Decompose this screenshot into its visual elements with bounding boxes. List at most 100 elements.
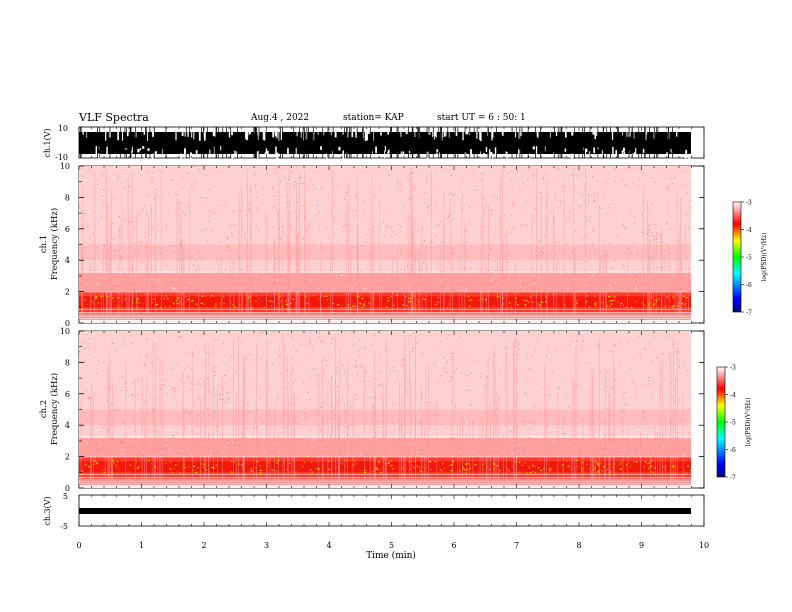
ch2-spectrogram-speckle <box>167 372 168 374</box>
ch1-waveform-gap <box>532 146 535 150</box>
ch2-spectrogram-speckle <box>100 425 101 427</box>
ch1-spectrogram-speckle <box>491 182 493 184</box>
ch2-spectrogram-hotspot <box>288 462 291 464</box>
ch1-spectrogram-hotspot <box>359 302 362 304</box>
ch2-spectrogram-speckle <box>379 353 381 355</box>
ch2-spectrogram-impulse <box>546 400 547 481</box>
ch2-spectrogram-hotspot <box>385 469 387 471</box>
ch2-spectrogram-speckle <box>589 444 591 445</box>
ch2-spectrogram-impulse <box>154 409 155 481</box>
ch2-spectrogram-impulse <box>514 338 515 481</box>
ch1-spectrogram-speckle <box>282 226 284 228</box>
ch2-spectrogram-hotspot <box>625 463 627 465</box>
ch1-spectrogram-speckle <box>307 171 309 173</box>
ch1-spectrogram-speckle <box>550 254 551 256</box>
ch2-spectrogram-speckle <box>227 440 229 442</box>
ch1-spectrogram-speckle <box>298 217 299 219</box>
ch2-spectrogram-speckle <box>545 352 546 354</box>
ch2-spectrogram-speckle <box>278 331 279 333</box>
ch2-spectrogram-speckle <box>84 347 86 349</box>
ch1-spectrogram-speckle <box>146 247 147 249</box>
ch2-spectrogram-speckle <box>604 421 605 423</box>
ch1-spectrogram-speckle <box>400 269 402 270</box>
ch2-spectrogram-speckle <box>143 402 145 404</box>
ch1-spectrogram-speckle <box>273 195 275 197</box>
ch2-spectrogram-speckle <box>683 365 684 367</box>
ch1-spectrogram-speckle <box>447 269 449 271</box>
ch1-spectrogram-speckle <box>230 226 232 228</box>
ch1-spectrogram-speckle <box>645 170 647 172</box>
ch2-spectrogram-speckle <box>152 410 153 412</box>
ch1-spectrogram-speckle <box>258 176 260 178</box>
ch2-spectrogram-impulse <box>659 359 661 481</box>
ch1-spectrogram-impulse <box>247 170 248 316</box>
ch2-spectrogram-speckle <box>223 380 225 382</box>
ch2-spectrogram-speckle <box>381 384 382 386</box>
ch1-spectrogram-hotspot <box>337 304 340 306</box>
ch1-spectrogram-speckle <box>610 287 612 289</box>
ch2-spectrogram-speckle <box>86 419 88 420</box>
ch1-spectrogram-speckle <box>655 223 657 225</box>
ch1-spectrogram-speckle <box>565 217 567 219</box>
ch2-spectrogram-speckle <box>576 375 578 377</box>
ch1-spectrogram-speckle <box>509 232 511 234</box>
ch1-spectrogram-speckle <box>614 282 616 284</box>
ch1-spectrogram-speckle <box>286 171 288 173</box>
ch1-spectrogram-speckle <box>559 242 561 243</box>
ch2-spectrogram-speckle <box>678 373 680 374</box>
ch1-spectrogram-speckle <box>103 205 105 207</box>
ch2-spectrogram-speckle <box>545 423 547 425</box>
ch1-spectrogram-speckle <box>368 214 369 216</box>
ch2-spectrogram-speckle <box>128 384 129 386</box>
ch2-spectrogram-speckle <box>180 336 182 337</box>
ch1-spectrogram-speckle <box>260 275 262 276</box>
ch1-spectrogram-hotspot <box>480 297 482 299</box>
ch2-spectrogram-speckle <box>613 346 615 348</box>
ch2-spectrogram-speckle <box>495 377 497 379</box>
ch1-spectrogram-speckle <box>551 198 553 199</box>
ch1-spectrogram-speckle <box>173 288 175 289</box>
ch2-spectrogram-speckle <box>344 371 346 373</box>
ch2-spectrogram-speckle <box>217 339 219 341</box>
ch1-spectrogram-speckle <box>112 222 114 224</box>
ch2-spectrogram-speckle <box>305 413 307 415</box>
ch1-spectrogram-speckle <box>434 235 436 237</box>
ch2-spectrogram-speckle <box>154 429 156 431</box>
ch1-spectrogram-impulse <box>556 262 558 316</box>
ch2-spectrogram-hotspot <box>345 465 347 467</box>
ch2-spectrogram-speckle <box>124 340 126 342</box>
ch1-spectrogram-hotspot <box>206 306 208 309</box>
ch1-spectrogram-speckle <box>170 244 172 246</box>
ch2-spectrogram-impulse <box>93 392 94 481</box>
ch1-spectrogram-speckle <box>540 255 541 256</box>
ch1-spectrogram-speckle <box>321 178 323 180</box>
ch1-spectrogram-speckle <box>451 175 453 177</box>
ch1-waveform-spike <box>149 127 151 158</box>
ch1-spectrogram-speckle <box>657 233 658 235</box>
ch1-waveform-gap <box>633 132 635 139</box>
ch1-waveform-gap <box>480 151 482 158</box>
ch1-spectrogram-speckle <box>148 207 149 209</box>
ch2-spectrogram-speckle <box>155 397 157 399</box>
ch2-spectrogram-speckle <box>672 396 673 398</box>
ch1-spectrogram-speckle <box>180 243 182 245</box>
ch2-spectrogram-speckle <box>190 368 192 370</box>
ch1-spectrogram-speckle <box>500 251 502 253</box>
ch1-waveform-spike <box>473 127 475 158</box>
ch1-spectrogram-speckle <box>453 218 455 220</box>
ch1-spectrogram-speckle <box>240 213 242 214</box>
ch1-spectrogram-hotspot <box>620 305 622 307</box>
ch2-spectrogram-speckle <box>145 412 147 414</box>
ch1-spectrogram-speckle <box>465 288 467 290</box>
ch1-waveform-gap <box>549 132 551 138</box>
ch1-spectrogram-hotspot <box>485 299 487 301</box>
ch2-spectrogram-speckle <box>458 332 460 333</box>
ch1-spectrogram-speckle <box>528 281 529 283</box>
ch2-spectrogram-speckle <box>519 444 521 445</box>
ch2-spectrogram-hotspot <box>267 465 269 468</box>
ch1-spectrogram-speckle <box>397 183 399 185</box>
ch2-spectrogram-speckle <box>299 456 301 457</box>
ch2-spectrogram-speckle <box>622 331 624 332</box>
ch1-spectrogram-impulse <box>674 267 676 316</box>
ch2-spectrogram-hotspot <box>391 464 393 466</box>
